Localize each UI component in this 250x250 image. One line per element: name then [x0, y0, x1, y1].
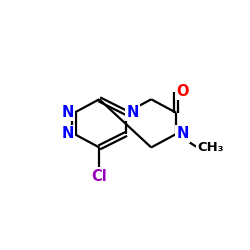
Text: CH₃: CH₃ — [198, 141, 224, 154]
Text: N: N — [62, 126, 74, 142]
Text: N: N — [176, 126, 189, 142]
Text: N: N — [62, 105, 74, 120]
Text: Cl: Cl — [92, 168, 107, 184]
Text: N: N — [126, 105, 138, 120]
Text: O: O — [176, 84, 189, 99]
